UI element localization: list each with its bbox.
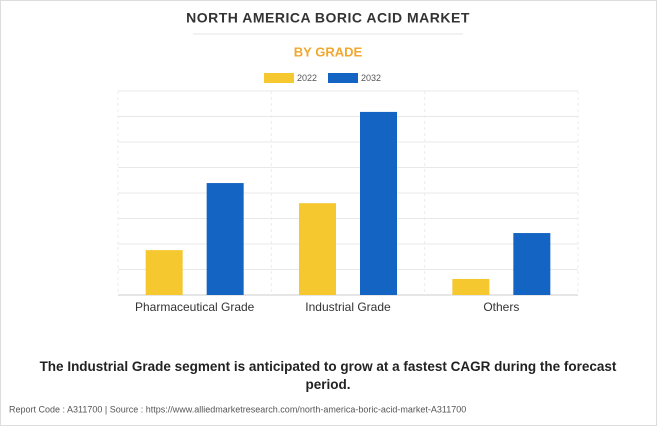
bar (513, 233, 551, 295)
chart-title: NORTH AMERICA BORIC ACID MARKET (186, 10, 470, 26)
bar (299, 203, 336, 295)
chart-subtitle: BY GRADE (294, 44, 363, 59)
legend-label: 2022 (297, 73, 317, 83)
x-tick-label: Others (483, 300, 519, 314)
bar (206, 183, 244, 295)
caption-line-1: The Industrial Grade segment is anticipa… (40, 359, 617, 392)
legend-label: 2032 (361, 73, 381, 83)
legend-swatch (264, 73, 294, 83)
x-tick-label: Industrial Grade (305, 300, 391, 314)
legend-swatch (328, 73, 358, 83)
bar (145, 250, 183, 295)
x-tick-label: Pharmaceutical Grade (135, 300, 255, 314)
bar (360, 111, 397, 295)
footer: Report Code : A311700 | Source : https:/… (9, 404, 466, 414)
bar (452, 278, 490, 295)
